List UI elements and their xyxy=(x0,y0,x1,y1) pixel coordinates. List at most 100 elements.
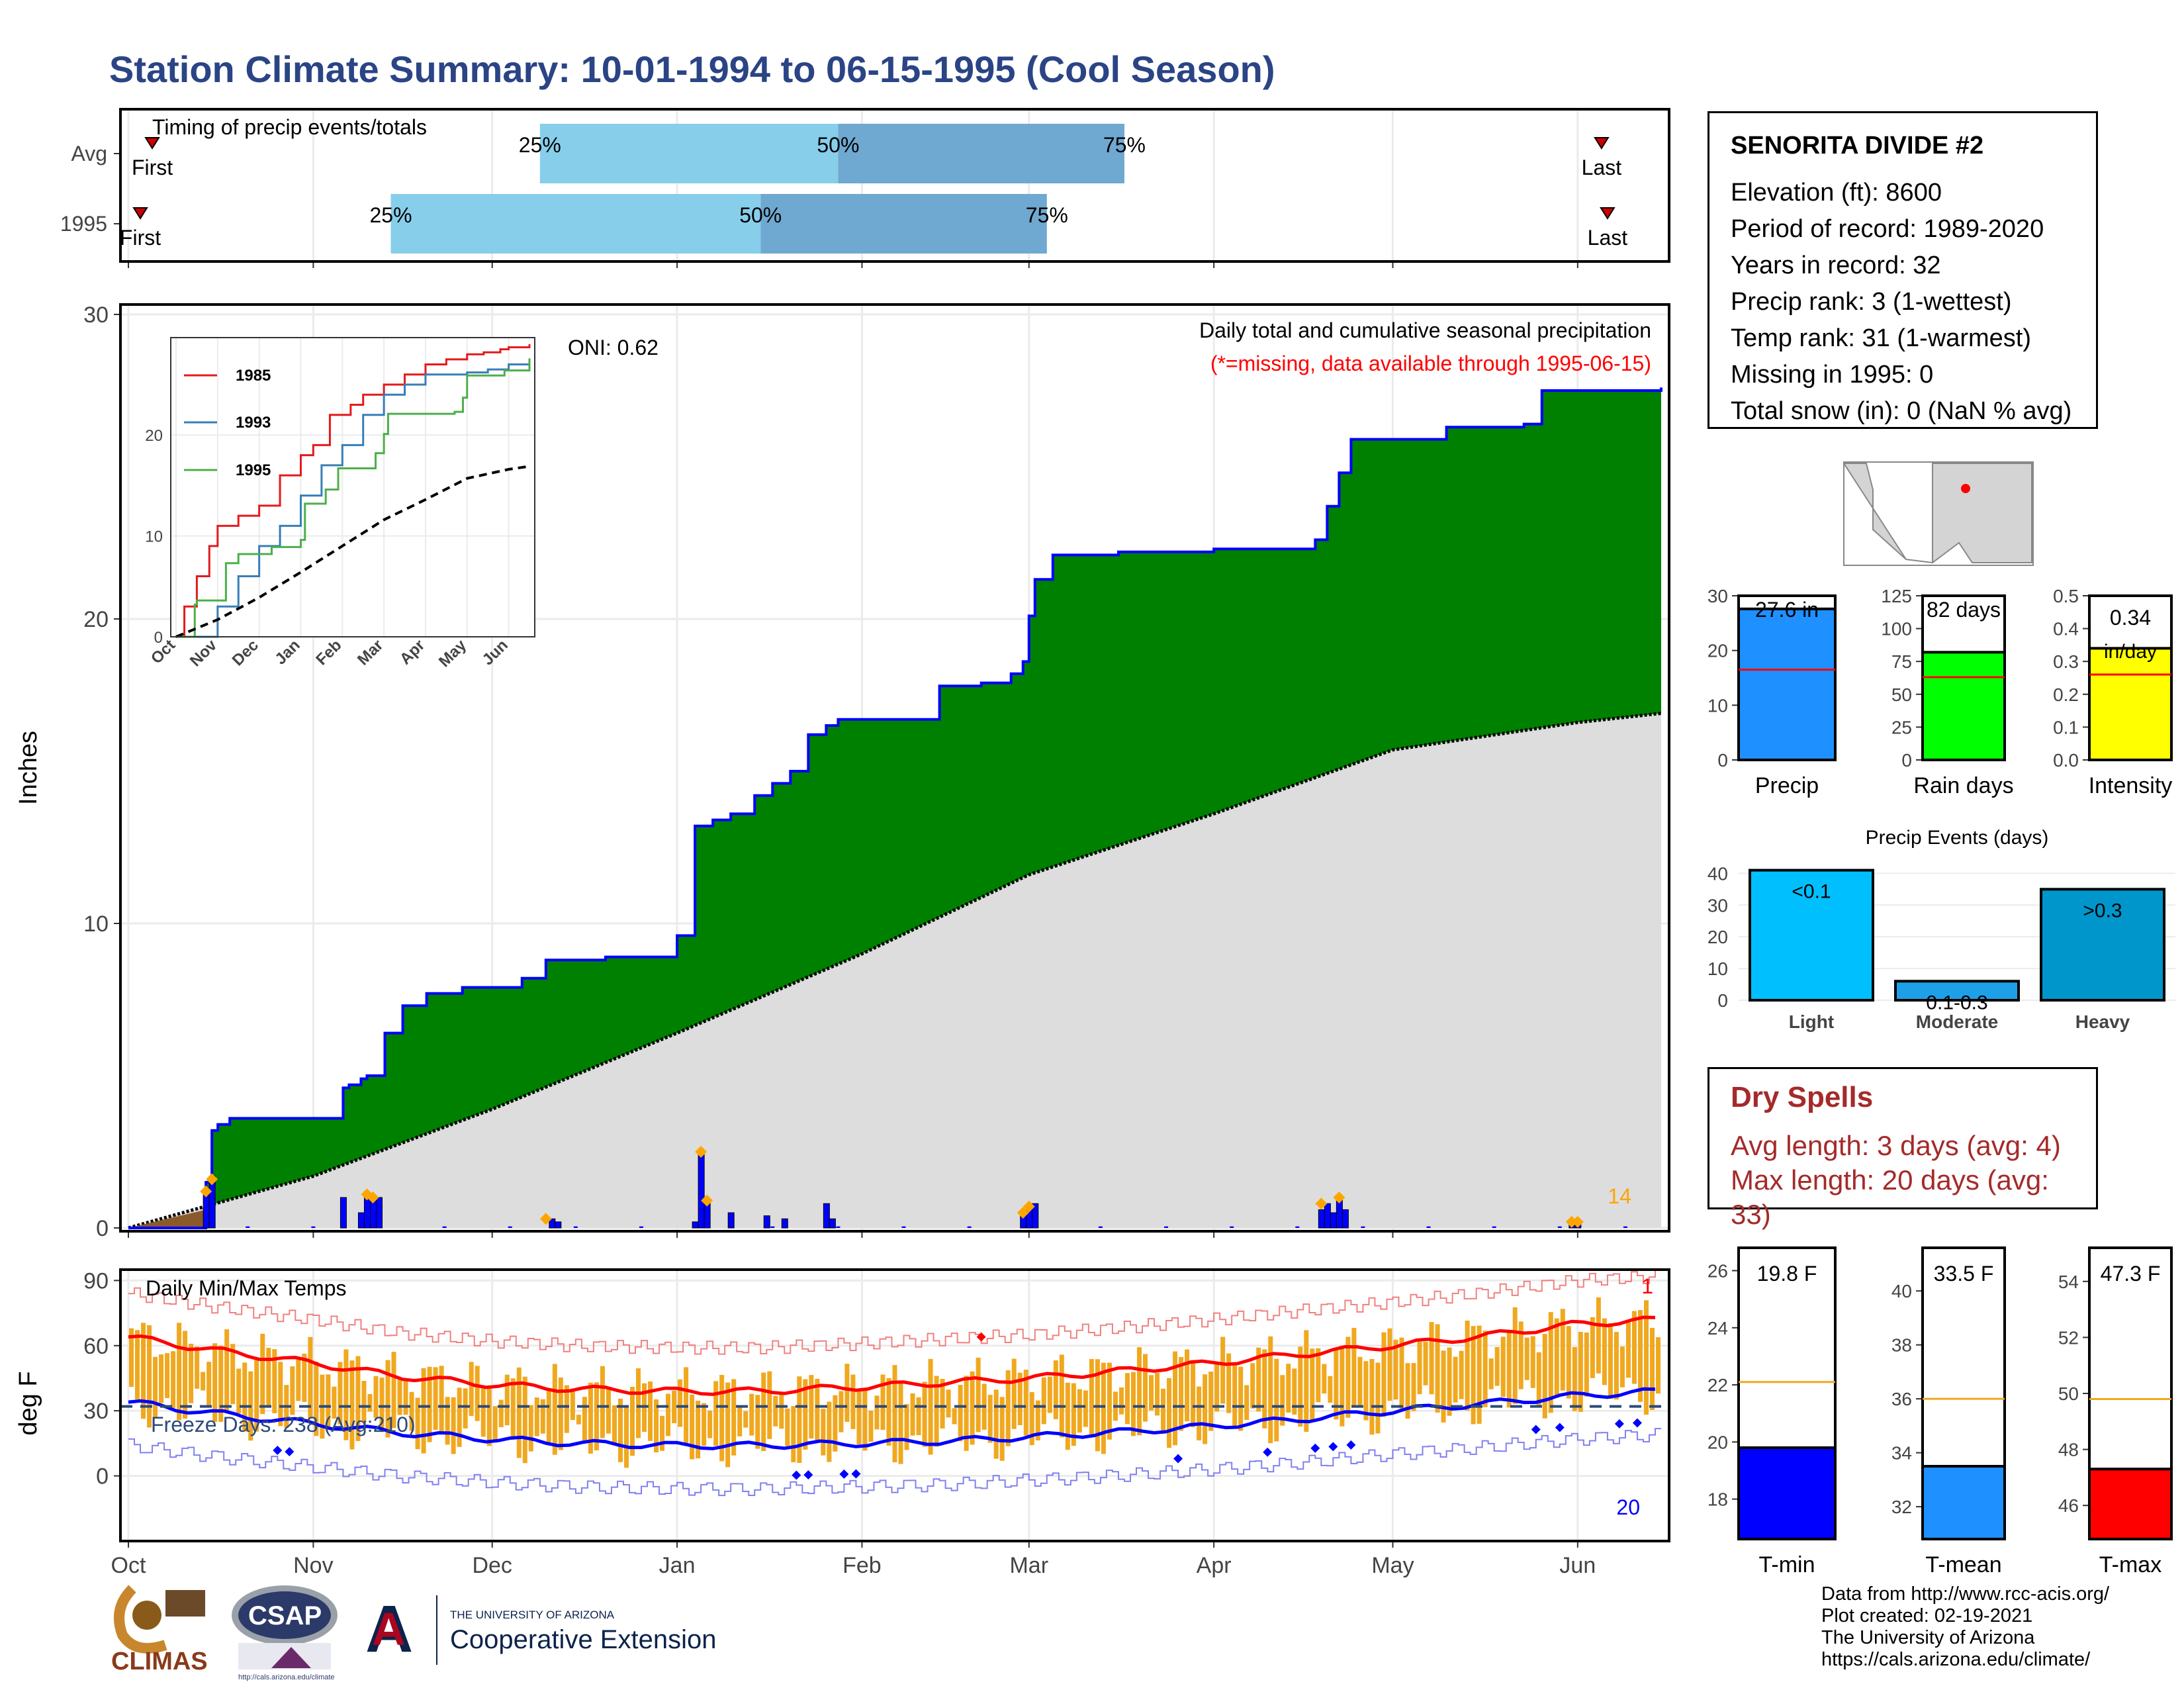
daily-temp-bar xyxy=(326,1374,331,1428)
summary-raindays-chart: 0 25 50 75 100 125 82 days Rain days xyxy=(1881,586,2013,798)
last-event-label: Last xyxy=(1582,156,1622,179)
small-value-label: 82 days xyxy=(1927,598,2001,622)
small-bar xyxy=(2088,1468,2173,1540)
last-event-marker xyxy=(1600,207,1615,220)
timing-bar-late xyxy=(838,124,1124,183)
daily-temp-bar xyxy=(833,1395,838,1452)
daily-temp-bar xyxy=(1584,1332,1589,1397)
daily-temp-bar xyxy=(839,1391,844,1432)
inset-frame xyxy=(170,337,535,637)
trace-precip-bar xyxy=(1557,1226,1562,1228)
daily-temp-bar xyxy=(928,1358,933,1455)
daily-temp-bar xyxy=(486,1385,492,1446)
daily-temp-bar xyxy=(1381,1332,1387,1417)
daily-temp-bar xyxy=(463,1388,468,1429)
summary-tmax-chart: 46 48 50 52 54 47.3 F T-max xyxy=(2058,1246,2173,1577)
daily-temp-bar xyxy=(803,1379,808,1450)
daily-temp-bar xyxy=(696,1401,701,1459)
small-ytick-label: 20 xyxy=(1707,641,1728,661)
daily-temp-bar xyxy=(403,1381,408,1415)
record-low-marker xyxy=(1346,1440,1356,1450)
station-name: SENORITA DIVIDE #2 xyxy=(1731,132,1984,160)
info-total-snow: Total snow (in): 0 (NaN % avg) xyxy=(1731,397,2072,425)
small-ytick-label: 54 xyxy=(2058,1272,2079,1292)
dry-spells-max: Max length: 20 days (avg: 33) xyxy=(1731,1164,2049,1230)
daily-temp-bar xyxy=(993,1389,999,1459)
events-bar-label: 0.1-0.3 xyxy=(1926,992,1987,1013)
daily-precip-bar xyxy=(1324,1203,1331,1229)
daily-temp-bar xyxy=(1637,1310,1643,1402)
daily-temp-bar xyxy=(702,1403,707,1446)
record-low-marker xyxy=(1614,1419,1624,1429)
daily-temp-bar xyxy=(1089,1359,1094,1437)
daily-temp-bar xyxy=(999,1397,1005,1461)
daily-temp-bar xyxy=(1023,1370,1028,1436)
daily-temp-bar xyxy=(690,1394,695,1460)
event-marker xyxy=(1565,1215,1578,1228)
daily-precip-bar xyxy=(1330,1212,1337,1229)
small-category-label: Precip xyxy=(1755,773,1819,798)
trace-precip-bar xyxy=(770,1226,775,1228)
temp-ylabel: deg F xyxy=(15,1371,42,1435)
daily-temp-bar xyxy=(528,1405,533,1452)
daily-temp-bar xyxy=(1286,1364,1291,1413)
daily-precip-bar xyxy=(1318,1209,1325,1229)
events-category-label: Moderate xyxy=(1916,1011,1998,1032)
timing-row-label: Avg xyxy=(71,142,107,165)
small-ytick-label: 50 xyxy=(1891,684,1912,705)
temp-xtick-label: May xyxy=(1371,1553,1414,1578)
daily-temp-bar xyxy=(1185,1349,1190,1422)
daily-temp-bar xyxy=(445,1397,450,1445)
precip-subtitle: (*=missing, data available through 1995-… xyxy=(1210,352,1651,375)
small-ytick-label: 40 xyxy=(1891,1281,1912,1301)
daily-temp-bar xyxy=(1649,1327,1655,1410)
small-ytick-label: 46 xyxy=(2058,1495,2079,1516)
daily-precip-bar xyxy=(727,1212,735,1229)
timing-pct-label: 75% xyxy=(1026,203,1068,227)
small-ytick-label: 20 xyxy=(1707,1432,1728,1452)
daily-temp-bar xyxy=(1130,1372,1136,1436)
daily-temp-bar xyxy=(970,1371,975,1445)
station-info-box: SENORITA DIVIDE #2 Elevation (ft): 8600 … xyxy=(1707,111,2098,429)
daily-temp-bar xyxy=(1619,1346,1625,1387)
daily-temp-bar xyxy=(892,1365,897,1463)
small-ytick-label: 25 xyxy=(1891,717,1912,737)
daily-temp-bar xyxy=(1101,1362,1106,1454)
info-missing: Missing in 1995: 0 xyxy=(1731,361,1934,389)
daily-temp-bar xyxy=(1059,1354,1064,1438)
record-low-marker xyxy=(1310,1443,1320,1453)
small-category-label: T-max xyxy=(2099,1552,2161,1577)
daily-temp-bar xyxy=(367,1393,373,1412)
event-marker xyxy=(1023,1200,1035,1213)
daily-precip-bar xyxy=(698,1151,705,1229)
daily-temp-bar xyxy=(1197,1386,1202,1440)
precip-ytick-label: 20 xyxy=(83,607,109,632)
precip-ytick-label: 30 xyxy=(83,303,109,328)
temp-xtick-label: Apr xyxy=(1197,1553,1232,1578)
timing-panel: 25% 50% 75% First Last Avg 25% 50% 75% First Last 1… xyxy=(60,108,1670,268)
inset-legend-label: 1985 xyxy=(236,367,271,385)
daily-temp-bar xyxy=(731,1379,737,1456)
daily-temp-bar xyxy=(296,1359,301,1401)
record-high-marker xyxy=(976,1332,986,1342)
daily-temp-bar xyxy=(147,1325,152,1428)
daily-temp-bar xyxy=(338,1362,343,1425)
daily-temp-bar xyxy=(612,1405,617,1445)
events-bar-label: <0.1 xyxy=(1792,881,1831,903)
daily-temp-bar xyxy=(850,1374,856,1429)
svg-text:A: A xyxy=(372,1603,406,1655)
record-low-marker xyxy=(851,1469,861,1479)
daily-temp-bar xyxy=(278,1362,283,1427)
timing-row-label: 1995 xyxy=(60,212,107,236)
daily-temp-bar xyxy=(719,1375,725,1462)
daily-temp-bar xyxy=(785,1408,790,1446)
trace-precip-bar xyxy=(1164,1226,1169,1228)
daily-temp-bar xyxy=(1011,1358,1017,1429)
daily-temp-bar xyxy=(224,1329,230,1411)
daily-temp-bar xyxy=(260,1333,265,1415)
daily-temp-bar xyxy=(171,1351,176,1409)
daily-temp-bar xyxy=(1590,1317,1595,1378)
daily-temp-bar xyxy=(1423,1342,1428,1385)
precip-ylabel: Inches xyxy=(15,731,42,805)
daily-temp-bar xyxy=(910,1393,915,1436)
